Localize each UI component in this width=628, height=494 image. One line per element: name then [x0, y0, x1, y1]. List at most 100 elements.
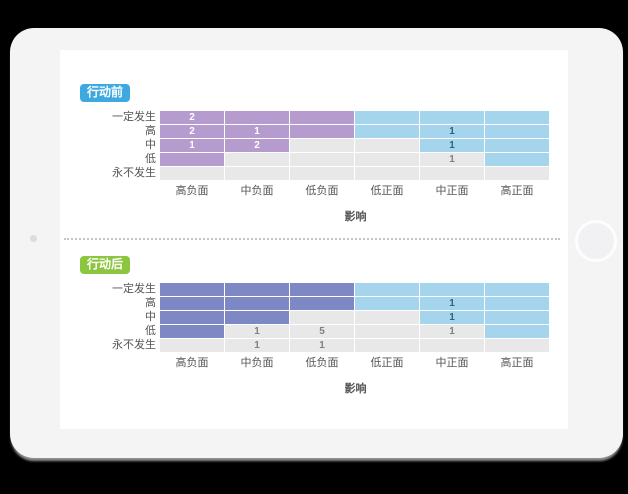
row-label: 低 — [145, 325, 156, 337]
column-label: 中正面 — [435, 185, 469, 197]
column-label: 低正面 — [370, 185, 404, 197]
matrix-cell: 2 — [225, 139, 289, 152]
row-label: 永不发生 — [112, 167, 156, 179]
label-spacer — [80, 357, 160, 370]
matrix-cell: 1 — [420, 325, 484, 338]
matrix-row: 一定发生 — [80, 283, 550, 296]
matrix-cell — [160, 339, 224, 352]
matrix-cell — [485, 283, 549, 296]
matrix-cell — [355, 125, 419, 138]
column-label: 高负面 — [175, 185, 209, 197]
matrix-row: 永不发生 1 1 — [80, 339, 550, 352]
matrix-cell — [225, 111, 289, 124]
matrix-cell — [225, 297, 289, 310]
dashed-divider — [64, 238, 560, 240]
row-label: 一定发生 — [112, 111, 156, 123]
matrix-cell — [160, 325, 224, 338]
matrix-cell — [160, 311, 224, 324]
screen: 行动前 一定发生 2 高 2 1 1 中 1 2 1 低 1 永不发生 高负面 中负面 低负面 低正面 中正面 高正… — [60, 50, 568, 429]
column-labels-row: 高负面 中负面 低负面 低正面 中正面 高正面 — [80, 357, 550, 370]
x-axis-title: 影响 — [344, 211, 367, 223]
matrix-cell — [225, 167, 289, 180]
matrix-cell — [355, 153, 419, 166]
matrix-cell — [485, 297, 549, 310]
matrix-cell: 2 — [160, 125, 224, 138]
heatmap-grid: 一定发生高 1 中 1 低 1 5 1 永不发生 1 1 高负面 中负面 低负面 低正面 中正面 高正面 — [80, 283, 550, 370]
matrix-cell — [355, 339, 419, 352]
matrix-cell — [355, 297, 419, 310]
matrix-cell: 1 — [290, 339, 354, 352]
matrix-cell — [290, 153, 354, 166]
matrix-cell — [290, 111, 354, 124]
matrix-cell: 1 — [225, 325, 289, 338]
column-label: 低正面 — [370, 357, 404, 369]
matrix-cell: 1 — [225, 125, 289, 138]
column-label: 中负面 — [240, 185, 274, 197]
matrix-cell — [225, 283, 289, 296]
matrix-cell: 1 — [420, 125, 484, 138]
matrix-cell — [420, 339, 484, 352]
column-label: 高正面 — [500, 357, 534, 369]
matrix-cell — [225, 311, 289, 324]
risk-matrix-after: 行动后 一定发生高 1 中 1 低 1 5 1 永不发生 1 1 高负面 中负面 低负面 低正面 中正面 高正面… — [80, 255, 550, 396]
row-label: 低 — [145, 153, 156, 165]
row-label: 高 — [145, 297, 156, 309]
matrix-cell — [420, 283, 484, 296]
matrix-cell — [485, 325, 549, 338]
matrix-cell — [355, 283, 419, 296]
matrix-cell — [420, 167, 484, 180]
matrix-cell: 5 — [290, 325, 354, 338]
column-label: 低负面 — [305, 185, 339, 197]
matrix-cell — [355, 325, 419, 338]
matrix-cell — [485, 167, 549, 180]
column-label: 低负面 — [305, 357, 339, 369]
matrix-cell: 1 — [420, 153, 484, 166]
matrix-cell — [355, 167, 419, 180]
home-button[interactable] — [575, 220, 617, 262]
matrix-cell — [160, 167, 224, 180]
matrix-cell — [290, 297, 354, 310]
matrix-cell — [290, 283, 354, 296]
matrix-cell — [355, 111, 419, 124]
tablet-frame: 行动前 一定发生 2 高 2 1 1 中 1 2 1 低 1 永不发生 高负面 中负面 低负面 低正面 中正面 高正… — [10, 28, 623, 458]
matrix-cell: 1 — [420, 311, 484, 324]
matrix-cell — [485, 139, 549, 152]
label-spacer — [80, 185, 160, 198]
matrix-cell — [290, 311, 354, 324]
matrix-cell — [485, 153, 549, 166]
column-label: 高正面 — [500, 185, 534, 197]
matrix-cell — [485, 339, 549, 352]
column-label: 高负面 — [175, 357, 209, 369]
matrix-cell — [485, 125, 549, 138]
matrix-row: 永不发生 — [80, 167, 550, 180]
row-label: 高 — [145, 125, 156, 137]
matrix-cell — [420, 111, 484, 124]
matrix-cell — [160, 297, 224, 310]
after-action-badge: 行动后 — [80, 256, 131, 274]
row-label: 永不发生 — [112, 339, 156, 351]
x-axis-title: 影响 — [344, 383, 367, 395]
matrix-cell: 1 — [420, 297, 484, 310]
matrix-cell: 1 — [160, 139, 224, 152]
camera-icon — [30, 235, 37, 242]
row-label: 中 — [145, 139, 156, 151]
matrix-cell — [485, 311, 549, 324]
matrix-cell — [160, 153, 224, 166]
matrix-cell — [290, 167, 354, 180]
column-label: 中正面 — [435, 357, 469, 369]
matrix-cell — [290, 139, 354, 152]
column-labels-row: 高负面 中负面 低负面 低正面 中正面 高正面 — [80, 185, 550, 198]
matrix-cell — [225, 153, 289, 166]
matrix-cell: 1 — [420, 139, 484, 152]
row-label: 中 — [145, 311, 156, 323]
matrix-cell — [485, 111, 549, 124]
heatmap-grid: 一定发生 2 高 2 1 1 中 1 2 1 低 1 永不发生 高负面 中负面 低负面 低正面 中正面 高正面 — [80, 111, 550, 198]
before-action-badge: 行动前 — [80, 84, 131, 102]
matrix-row: 一定发生 2 — [80, 111, 550, 124]
